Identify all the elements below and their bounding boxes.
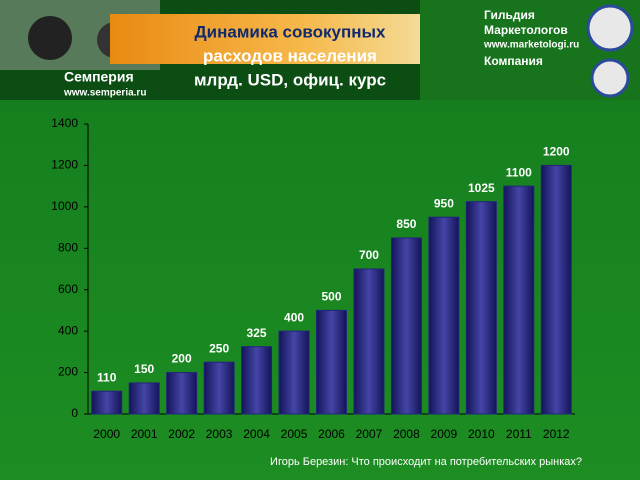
chart-title: расходов населения xyxy=(203,46,377,65)
value-label: 325 xyxy=(247,326,267,340)
bar xyxy=(465,201,497,415)
bar xyxy=(203,361,235,415)
y-tick-label: 1000 xyxy=(51,199,78,213)
x-tick-label: 2004 xyxy=(243,427,270,441)
semperia-seal xyxy=(590,58,630,98)
x-tick-label: 2010 xyxy=(468,427,495,441)
y-tick-label: 400 xyxy=(58,323,78,337)
value-label: 1100 xyxy=(506,165,532,179)
x-tick-label: 2001 xyxy=(131,427,158,441)
bar xyxy=(428,216,460,415)
bar xyxy=(241,346,273,415)
y-tick-label: 1200 xyxy=(51,158,78,172)
bar xyxy=(503,185,535,415)
x-tick-label: 2012 xyxy=(543,427,570,441)
logo-name: Маркетологов xyxy=(484,23,568,37)
logo-name: Семперия xyxy=(64,69,134,85)
y-tick-label: 600 xyxy=(58,282,78,296)
guild-logo xyxy=(586,4,634,52)
x-tick-label: 2008 xyxy=(393,427,420,441)
y-tick-label: 0 xyxy=(71,406,78,420)
value-label: 950 xyxy=(434,196,454,210)
x-tick-label: 2006 xyxy=(318,427,345,441)
x-tick-label: 2007 xyxy=(356,427,383,441)
camera-lens xyxy=(28,16,72,60)
bar xyxy=(390,237,422,415)
footer: Игорь Березин: Что происходит на потреби… xyxy=(270,456,582,468)
value-label: 150 xyxy=(134,362,154,376)
bar xyxy=(166,372,198,415)
value-label: 500 xyxy=(321,290,341,304)
value-label: 1200 xyxy=(543,145,570,159)
x-tick-label: 2000 xyxy=(93,427,120,441)
x-tick-label: 2002 xyxy=(168,427,195,441)
chart-title: Динамика совокупных xyxy=(195,22,386,41)
bar xyxy=(91,390,123,415)
y-tick-label: 1400 xyxy=(51,116,78,130)
value-label: 850 xyxy=(396,217,416,231)
x-tick-label: 2005 xyxy=(281,427,308,441)
value-label: 700 xyxy=(359,248,379,262)
value-label: 110 xyxy=(97,370,117,384)
logo-name: Гильдия xyxy=(484,8,535,22)
logo-url: www.semperia.ru xyxy=(63,88,146,99)
bar xyxy=(278,330,310,415)
title-box xyxy=(110,14,428,64)
x-tick-label: 2009 xyxy=(431,427,458,441)
y-tick-label: 200 xyxy=(58,365,78,379)
y-tick-label: 800 xyxy=(58,240,78,254)
bar xyxy=(540,164,572,415)
x-tick-label: 2003 xyxy=(206,427,233,441)
value-label: 1025 xyxy=(468,181,495,195)
bar xyxy=(128,382,160,415)
chart-title: млрд. USD, офиц. курс xyxy=(194,70,386,89)
x-tick-label: 2011 xyxy=(506,427,532,441)
bar xyxy=(353,268,385,415)
value-label: 250 xyxy=(209,341,229,355)
value-label: 200 xyxy=(172,352,192,366)
logo-name: Компания xyxy=(484,54,543,68)
bar xyxy=(316,309,347,415)
logo-url: www.marketologi.ru xyxy=(483,40,579,51)
value-label: 400 xyxy=(284,310,304,324)
